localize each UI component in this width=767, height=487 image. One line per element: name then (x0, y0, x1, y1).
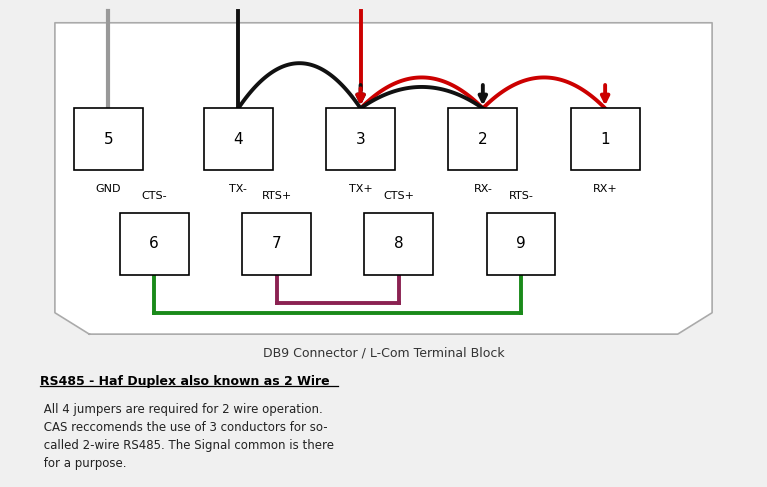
Polygon shape (55, 23, 712, 334)
Text: 4: 4 (233, 132, 243, 147)
Text: 6: 6 (150, 236, 159, 251)
Text: RS485 - Haf Duplex also known as 2 Wire: RS485 - Haf Duplex also known as 2 Wire (40, 375, 329, 388)
Text: RX+: RX+ (593, 185, 617, 194)
FancyBboxPatch shape (326, 108, 395, 170)
Text: 7: 7 (272, 236, 281, 251)
Text: RTS+: RTS+ (262, 191, 291, 201)
Text: 1: 1 (601, 132, 610, 147)
FancyBboxPatch shape (449, 108, 517, 170)
FancyBboxPatch shape (204, 108, 273, 170)
Text: DB9 Connector / L-Com Terminal Block: DB9 Connector / L-Com Terminal Block (262, 346, 505, 359)
FancyBboxPatch shape (242, 213, 311, 275)
Text: TX-: TX- (229, 185, 247, 194)
Text: 2: 2 (478, 132, 488, 147)
Text: 9: 9 (516, 236, 526, 251)
FancyBboxPatch shape (364, 213, 433, 275)
Text: GND: GND (96, 185, 121, 194)
Text: All 4 jumpers are required for 2 wire operation.
 CAS reccomends the use of 3 co: All 4 jumpers are required for 2 wire op… (40, 403, 334, 470)
Text: 3: 3 (356, 132, 365, 147)
Text: 8: 8 (394, 236, 403, 251)
Text: RX-: RX- (473, 185, 492, 194)
FancyBboxPatch shape (571, 108, 640, 170)
Text: CTS+: CTS+ (384, 191, 414, 201)
Text: TX+: TX+ (349, 185, 373, 194)
FancyBboxPatch shape (487, 213, 555, 275)
Text: CTS-: CTS- (141, 191, 167, 201)
FancyBboxPatch shape (120, 213, 189, 275)
Text: 5: 5 (104, 132, 114, 147)
FancyBboxPatch shape (74, 108, 143, 170)
Text: RTS-: RTS- (509, 191, 534, 201)
